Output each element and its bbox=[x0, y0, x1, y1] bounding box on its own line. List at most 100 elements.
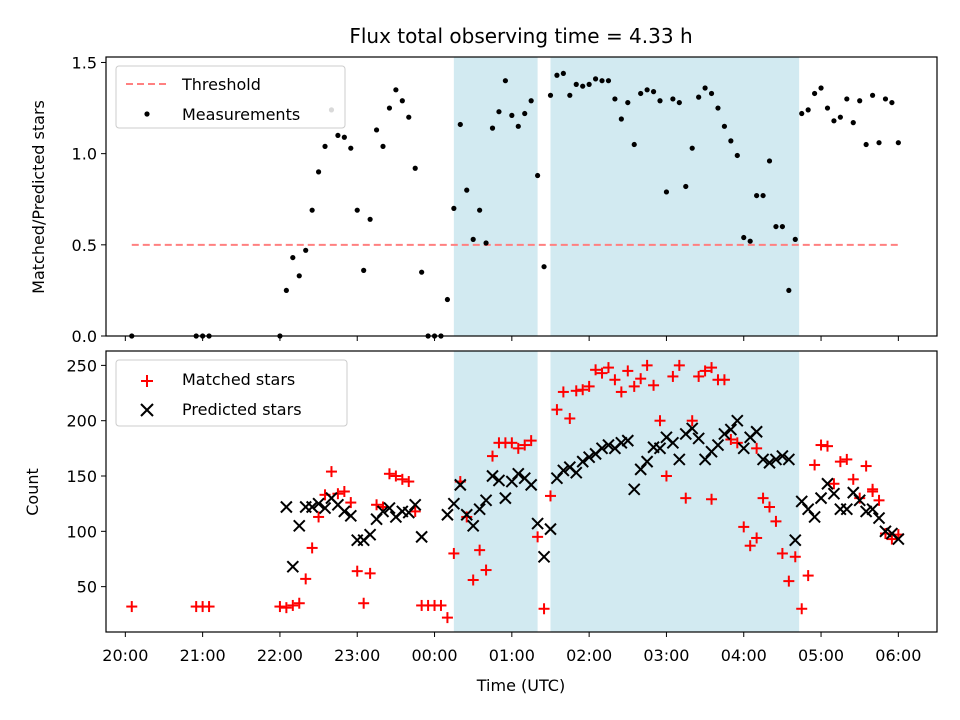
x-tick-label: 05:00 bbox=[798, 646, 844, 665]
predicted-star-point bbox=[376, 505, 390, 518]
predicted-star-point bbox=[280, 500, 293, 514]
measurement-point bbox=[283, 287, 289, 294]
predicted-star-point bbox=[731, 414, 744, 427]
measurement-point bbox=[812, 90, 818, 97]
measurement-point bbox=[444, 296, 451, 303]
predicted-star-point bbox=[750, 425, 763, 438]
matched-star-point bbox=[622, 365, 634, 377]
bottom-y-ticks: 50 100 150 200 250 bbox=[66, 356, 106, 597]
predicted-star-point bbox=[666, 436, 680, 450]
matched-star-point bbox=[635, 373, 647, 385]
matched-star-point bbox=[274, 601, 286, 613]
measurement-point bbox=[386, 105, 393, 111]
bottom-shading bbox=[453, 351, 800, 632]
measurement-point bbox=[863, 141, 869, 148]
predicted-star-point bbox=[640, 455, 654, 468]
predicted-star-point bbox=[737, 442, 750, 455]
predicted-star-point bbox=[338, 505, 351, 518]
predicted-star-point bbox=[866, 502, 879, 516]
matched-star-point bbox=[338, 486, 350, 497]
measurement-point bbox=[515, 123, 521, 129]
measurement-point bbox=[554, 72, 560, 78]
predicted-star-point bbox=[576, 455, 589, 468]
measurement-point bbox=[573, 81, 579, 87]
matched-star-point bbox=[461, 511, 473, 523]
matched-star-point bbox=[564, 412, 576, 424]
matched-star-point bbox=[126, 601, 138, 613]
predicted-star-point bbox=[621, 434, 634, 447]
measurement-point bbox=[496, 109, 502, 115]
y-tick-label: 150 bbox=[66, 467, 97, 486]
top-measurement-points bbox=[129, 70, 901, 339]
predicted-star-point bbox=[286, 560, 300, 573]
matched-star-point bbox=[854, 492, 866, 504]
matched-star-point bbox=[351, 565, 363, 577]
measurement-point bbox=[451, 205, 457, 211]
measurement-point bbox=[889, 99, 895, 106]
bottom-axes-frame bbox=[105, 350, 938, 633]
matched-star-point bbox=[809, 459, 821, 471]
measurement-point bbox=[676, 99, 682, 106]
measurement-point bbox=[760, 192, 766, 199]
predicted-star-point bbox=[557, 464, 570, 477]
predicted-star-point bbox=[544, 522, 557, 536]
matched-star-point bbox=[525, 435, 537, 447]
predicted-star-point bbox=[769, 453, 783, 466]
measurement-point bbox=[393, 87, 399, 93]
matched-star-point bbox=[371, 499, 383, 511]
y-tick-label: 250 bbox=[66, 356, 97, 375]
matched-star-point bbox=[506, 437, 518, 449]
measurements-legend-swatch bbox=[144, 111, 150, 117]
matched-star-point bbox=[751, 532, 763, 544]
matched-star-point bbox=[873, 494, 885, 506]
measurement-point bbox=[335, 132, 341, 139]
measurement-point bbox=[857, 98, 863, 104]
measurement-point bbox=[625, 99, 631, 106]
matched-star-point bbox=[287, 599, 299, 611]
matched-star-point bbox=[590, 364, 602, 376]
y-tick-label: 0.0 bbox=[72, 327, 97, 346]
measurement-point bbox=[657, 98, 663, 104]
matched-star-point bbox=[441, 612, 453, 624]
measurement-point bbox=[824, 105, 831, 111]
matched-star-point bbox=[409, 505, 421, 517]
matched-star-point bbox=[770, 515, 782, 527]
matched-star-point bbox=[706, 493, 718, 505]
measurement-point bbox=[837, 114, 843, 120]
measurement-point bbox=[367, 216, 373, 222]
matched-star-point bbox=[628, 380, 640, 392]
measurement-point bbox=[502, 78, 508, 84]
matched-star-point bbox=[879, 528, 891, 540]
matched-star-point bbox=[789, 551, 801, 563]
matched-star-point bbox=[300, 573, 312, 585]
top-legend: Threshold Measurements bbox=[115, 65, 346, 129]
measurement-point bbox=[522, 110, 528, 117]
measurement-point bbox=[309, 207, 315, 213]
predicted-star-point bbox=[454, 478, 467, 492]
x-tick-label: 06:00 bbox=[875, 646, 921, 665]
matched-star-point bbox=[313, 511, 325, 523]
matched-star-point bbox=[815, 439, 827, 451]
measurement-point bbox=[612, 96, 618, 102]
measurement-point bbox=[380, 143, 386, 149]
predicted-star-point bbox=[441, 508, 454, 521]
matched-star-point bbox=[860, 460, 872, 472]
matched-star-point bbox=[467, 574, 479, 586]
matched-star-point bbox=[841, 453, 853, 465]
matched-star-point bbox=[602, 362, 614, 374]
predicted-star-point bbox=[789, 533, 802, 547]
matched-star-point bbox=[751, 442, 763, 454]
measurement-point bbox=[348, 145, 354, 151]
matched-star-point bbox=[802, 570, 814, 582]
matched-star-point bbox=[364, 567, 376, 579]
predicted-star-point bbox=[409, 498, 422, 511]
matched-star-point bbox=[867, 483, 879, 495]
predicted-star-point bbox=[492, 474, 506, 487]
measurement-point bbox=[547, 92, 554, 98]
predicted-star-point bbox=[821, 477, 834, 490]
x-tick-label: 00:00 bbox=[411, 646, 457, 665]
matched-star-point bbox=[435, 599, 447, 611]
measurement-point bbox=[605, 78, 612, 84]
x-tick-label: 20:00 bbox=[102, 646, 148, 665]
